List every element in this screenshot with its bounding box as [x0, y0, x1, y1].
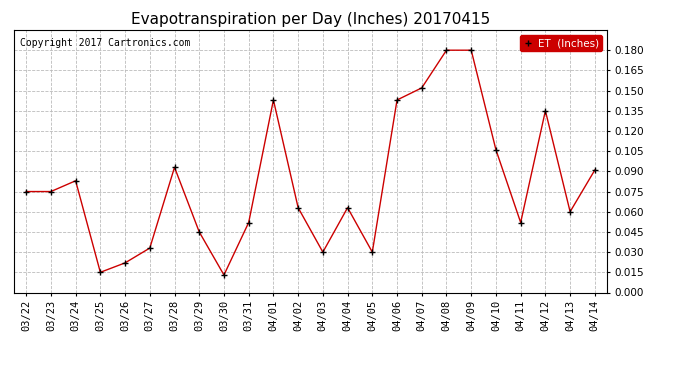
ET  (Inches) [319, 250, 327, 254]
ET  (Inches) [344, 206, 352, 210]
ET  (Inches) [22, 189, 30, 194]
ET  (Inches) [244, 220, 253, 225]
ET  (Inches) [591, 168, 599, 172]
ET  (Inches) [47, 189, 55, 194]
Title: Evapotranspiration per Day (Inches) 20170415: Evapotranspiration per Day (Inches) 2017… [131, 12, 490, 27]
ET  (Inches) [368, 250, 377, 254]
ET  (Inches) [417, 86, 426, 90]
ET  (Inches) [467, 48, 475, 52]
ET  (Inches) [566, 210, 574, 214]
Legend: ET  (Inches): ET (Inches) [520, 35, 602, 51]
ET  (Inches) [517, 220, 525, 225]
ET  (Inches) [195, 230, 204, 234]
ET  (Inches) [220, 273, 228, 277]
ET  (Inches) [442, 48, 451, 52]
ET  (Inches) [121, 261, 129, 265]
ET  (Inches) [146, 246, 154, 250]
ET  (Inches) [541, 108, 549, 113]
ET  (Inches) [72, 178, 80, 183]
ET  (Inches) [393, 98, 401, 102]
Text: Copyright 2017 Cartronics.com: Copyright 2017 Cartronics.com [20, 38, 190, 48]
ET  (Inches) [269, 98, 277, 102]
Line: ET  (Inches): ET (Inches) [23, 47, 598, 279]
ET  (Inches) [492, 147, 500, 152]
ET  (Inches) [294, 206, 302, 210]
ET  (Inches) [170, 165, 179, 170]
ET  (Inches) [96, 270, 104, 274]
